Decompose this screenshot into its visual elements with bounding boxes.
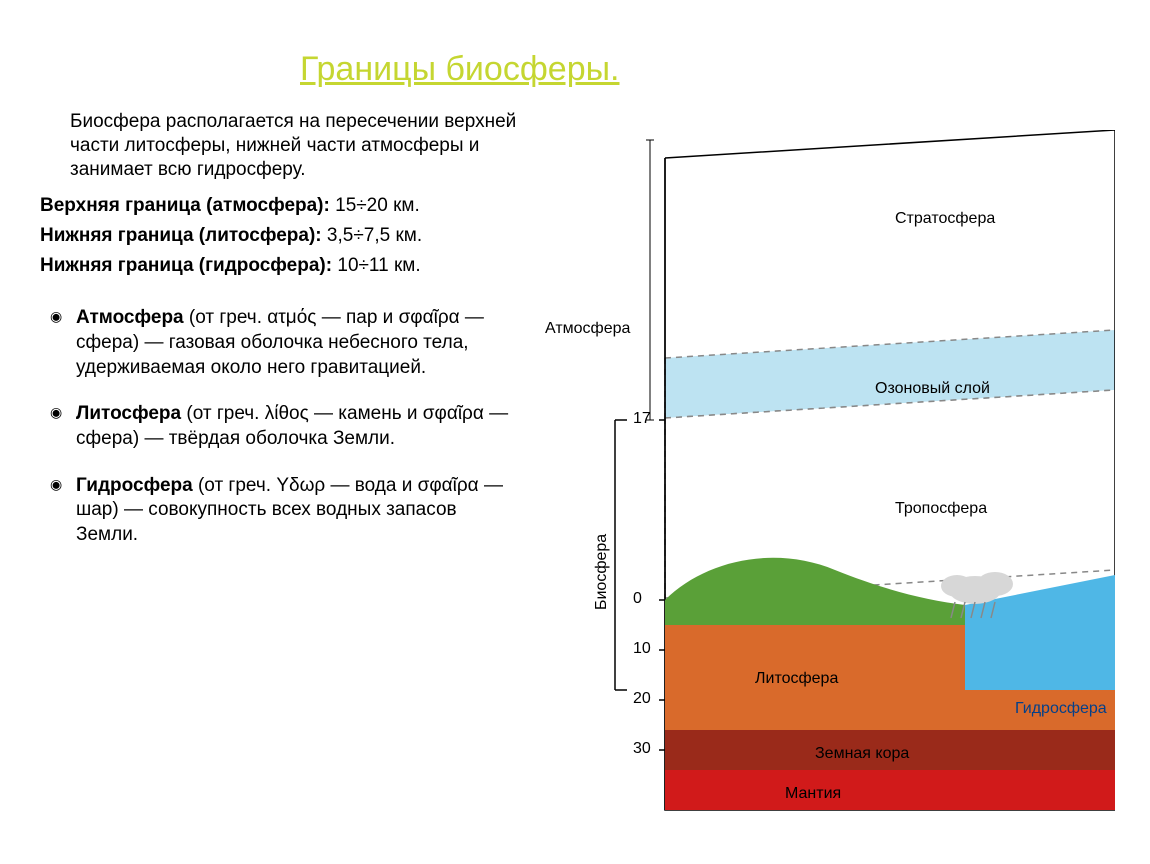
diagram-svg <box>555 130 1115 830</box>
definitions-list: Атмосфера (от греч. ατμός — пар и σφαῖρα… <box>40 306 520 548</box>
intro-text: Биосфера располагается на пересечении ве… <box>40 110 520 181</box>
label-atmosphere-side: Атмосфера <box>545 320 630 338</box>
label-stratosphere: Стратосфера <box>895 210 995 228</box>
def-lithosphere: Литосфера (от греч. λίθος — камень и σφα… <box>40 402 520 451</box>
label-crust: Земная кора <box>815 745 909 763</box>
boundary-hydro: Нижняя граница (гидросфера): 10÷11 км. <box>40 253 520 279</box>
label-lithosphere: Литосфера <box>755 670 838 688</box>
text-column: Биосфера располагается на пересечении ве… <box>40 110 520 570</box>
tick-0: 0 <box>633 590 642 608</box>
label-hydrosphere: Гидросфера <box>1015 700 1107 718</box>
label-biosphere-side: Биосфера <box>593 534 611 610</box>
label-troposphere: Тропосфера <box>895 500 987 518</box>
tick-10: 10 <box>633 640 651 658</box>
def-atmosphere: Атмосфера (от греч. ατμός — пар и σφαῖρα… <box>40 306 520 380</box>
label-ozone: Озоновый слой <box>875 380 990 398</box>
tick-17: 17 <box>633 410 651 428</box>
biosphere-diagram: Стратосфера Озоновый слой Тропосфера Лит… <box>555 130 1115 830</box>
page-title: Границы биосферы. <box>300 50 620 89</box>
tick-20: 20 <box>633 690 651 708</box>
boundary-atm: Верхняя граница (атмосфера): 15÷20 км. <box>40 193 520 219</box>
def-hydrosphere: Гидросфера (от греч. Yδωρ — вода и σφαῖρ… <box>40 474 520 548</box>
tick-30: 30 <box>633 740 651 758</box>
label-mantle: Мантия <box>785 785 841 803</box>
boundary-lith: Нижняя граница (литосфера): 3,5÷7,5 км. <box>40 223 520 249</box>
